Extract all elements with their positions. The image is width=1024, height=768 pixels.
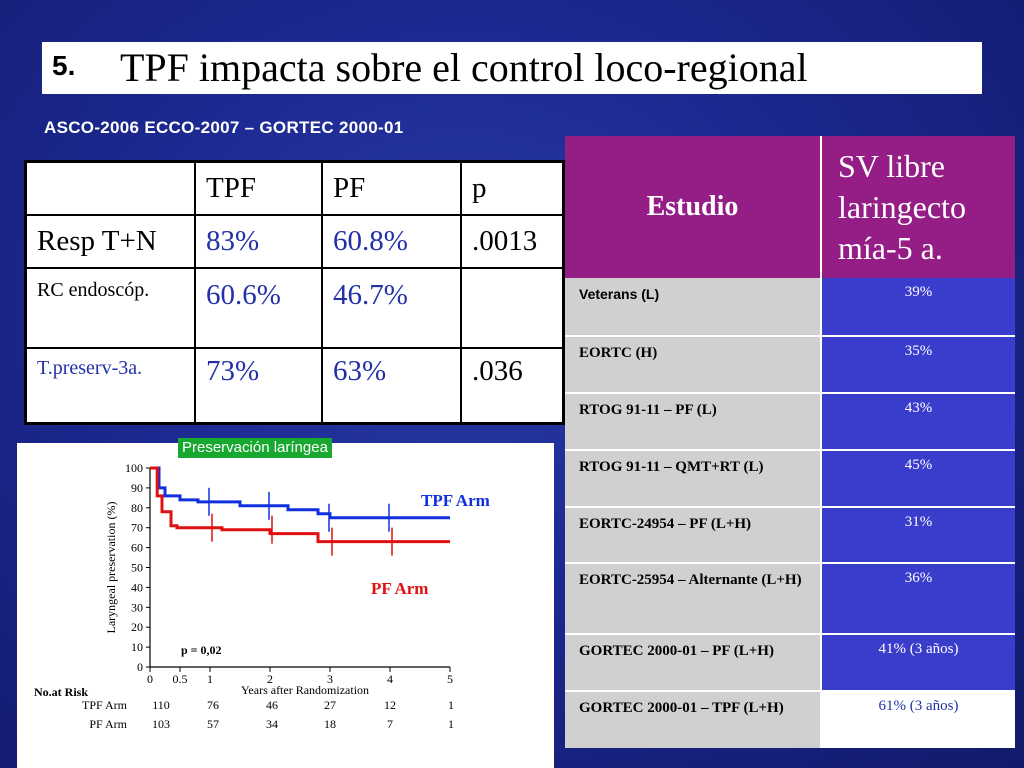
table-cell: 73% xyxy=(194,346,323,425)
table-cell: 60.8% xyxy=(321,213,462,269)
study-name: EORTC-24954 – PF (L+H) xyxy=(565,508,820,562)
table-cell: 60.6% xyxy=(194,266,323,349)
x-tick-label: 5 xyxy=(447,672,453,686)
study-name: GORTEC 2000-01 – TPF (L+H) xyxy=(565,692,820,748)
x-tick-label: 3 xyxy=(327,672,333,686)
risk-count: 18 xyxy=(324,717,336,731)
x-tick-label: 1 xyxy=(207,672,213,686)
risk-count: 7 xyxy=(387,717,393,731)
x-tick-label: 0.5 xyxy=(173,672,188,686)
table-cell: Resp T+N xyxy=(24,213,196,269)
study-name: GORTEC 2000-01 – PF (L+H) xyxy=(565,635,820,690)
risk-count: 103 xyxy=(152,717,170,731)
table-row: Resp T+N 83% 60.8% .0013 xyxy=(24,213,565,269)
table-cell: 63% xyxy=(321,346,462,425)
slide-title: TPF impacta sobre el control loco-region… xyxy=(120,45,808,90)
study-name: EORTC (H) xyxy=(565,337,820,392)
y-axis-title: Laryngeal preservation (%) xyxy=(104,502,118,634)
risk-count: 57 xyxy=(207,717,219,731)
tpf-arm-line xyxy=(150,466,450,520)
y-tick-label: 60 xyxy=(131,541,143,555)
y-tick-label: 50 xyxy=(131,561,143,575)
risk-count: 34 xyxy=(266,717,278,731)
y-tick-label: 90 xyxy=(131,481,143,495)
y-tick-label: 30 xyxy=(131,600,143,614)
risk-count: 110 xyxy=(152,698,170,712)
study-value: 43% xyxy=(822,394,1015,449)
study-value: 39% xyxy=(822,278,1015,335)
table-cell: T.preserv-3a. xyxy=(24,346,196,425)
study-value: 31% xyxy=(822,508,1015,562)
series-label: TPF Arm xyxy=(421,491,490,510)
y-tick-label: 40 xyxy=(131,580,143,594)
table-cell: .036 xyxy=(460,346,565,425)
y-tick-label: 0 xyxy=(137,660,143,674)
table-header-row: TPF PF p xyxy=(24,160,565,216)
table-cell: RC endoscóp. xyxy=(24,266,196,349)
subtitle: ASCO-2006 ECCO-2007 – GORTEC 2000-01 xyxy=(44,118,404,137)
y-tick-label: 10 xyxy=(131,640,143,654)
studies-header-study: Estudio xyxy=(565,136,820,278)
table-cell: 46.7% xyxy=(321,266,462,349)
study-value: 36% xyxy=(822,564,1015,633)
table-header-cell: PF xyxy=(321,160,462,216)
risk-row-label: PF Arm xyxy=(89,717,127,731)
results-table: TPF PF p Resp T+N 83% 60.8% .0013 RC end… xyxy=(24,160,565,425)
table-header-cell: p xyxy=(460,160,565,216)
study-name: Veterans (L) xyxy=(565,278,820,335)
x-tick-label: 4 xyxy=(387,672,393,686)
study-value: 35% xyxy=(822,337,1015,392)
table-row: T.preserv-3a. 73% 63% .036 xyxy=(24,346,565,425)
table-header-cell xyxy=(24,160,196,216)
study-value: 45% xyxy=(822,451,1015,506)
risk-count: 46 xyxy=(266,698,278,712)
pf-arm-line xyxy=(150,466,450,544)
study-value: 41% (3 años) xyxy=(822,635,1015,690)
studies-table: Estudio SV libre laringecto mía-5 a. Vet… xyxy=(565,136,1015,748)
y-tick-label: 100 xyxy=(125,461,143,475)
y-tick-label: 70 xyxy=(131,521,143,535)
study-value: 61% (3 años) xyxy=(822,692,1015,748)
risk-count: 27 xyxy=(324,698,336,712)
table-cell xyxy=(460,266,565,349)
risk-table-title: No.at Risk xyxy=(34,685,88,699)
study-name: RTOG 91-11 – QMT+RT (L) xyxy=(565,451,820,506)
x-tick-label: 2 xyxy=(267,672,273,686)
x-axis-title: Years after Randomization xyxy=(241,683,369,697)
risk-count: 12 xyxy=(384,698,396,712)
title-bar: 5. TPF impacta sobre el control loco-reg… xyxy=(42,42,982,94)
slide-number: 5. xyxy=(52,50,76,81)
p-value: p = 0,02 xyxy=(181,643,222,657)
study-name: RTOG 91-11 – PF (L) xyxy=(565,394,820,449)
y-tick-label: 80 xyxy=(131,501,143,515)
table-cell: 83% xyxy=(194,213,323,269)
table-row: RC endoscóp. 60.6% 46.7% xyxy=(24,266,565,349)
x-tick-label: 0 xyxy=(147,672,153,686)
risk-count: 1 xyxy=(448,717,454,731)
series-label: PF Arm xyxy=(371,579,428,598)
studies-header-value: SV libre laringecto mía-5 a. xyxy=(822,136,1015,278)
risk-count: 1 xyxy=(448,698,454,712)
risk-row-label: TPF Arm xyxy=(82,698,128,712)
study-name: EORTC-25954 – Alternante (L+H) xyxy=(565,564,820,633)
table-cell: .0013 xyxy=(460,213,565,269)
y-tick-label: 20 xyxy=(131,620,143,634)
table-header-cell: TPF xyxy=(194,160,323,216)
km-chart-panel xyxy=(17,443,554,768)
chart-label: Preservación laríngea xyxy=(178,438,332,458)
risk-count: 76 xyxy=(207,698,219,712)
